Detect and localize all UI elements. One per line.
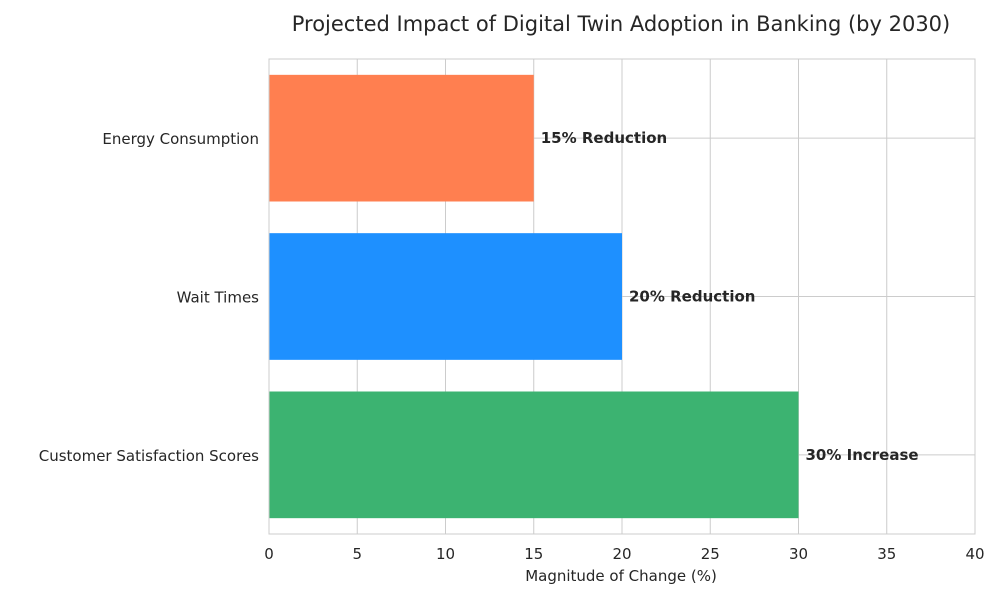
x-tick-label: 5 bbox=[352, 545, 362, 563]
x-tick-label: 10 bbox=[436, 545, 455, 563]
x-tick-label: 0 bbox=[264, 545, 274, 563]
plot-frame bbox=[268, 58, 976, 535]
x-tick-label: 30 bbox=[789, 545, 808, 563]
y-tick-label: Wait Times bbox=[177, 289, 260, 307]
bars bbox=[269, 74, 799, 519]
y-tick-label: Customer Satisfaction Scores bbox=[39, 447, 259, 465]
data-label: 20% Reduction bbox=[629, 288, 755, 306]
chart-title: Projected Impact of Digital Twin Adoptio… bbox=[292, 12, 951, 36]
x-tick-label: 35 bbox=[877, 545, 896, 563]
data-label: 15% Reduction bbox=[541, 129, 667, 147]
x-tick-label: 25 bbox=[701, 545, 720, 563]
data-label: 30% Increase bbox=[806, 446, 919, 464]
x-tick-label: 15 bbox=[524, 545, 543, 563]
bar bbox=[269, 391, 799, 519]
bar bbox=[269, 233, 622, 360]
data-labels: 30% Increase 20% Reduction 15% Reduction bbox=[541, 129, 919, 464]
x-tick-labels: 0 5 10 15 20 25 30 35 40 bbox=[264, 545, 984, 563]
x-tick-label: 40 bbox=[965, 545, 984, 563]
bar bbox=[269, 74, 534, 202]
x-tick-label: 20 bbox=[612, 545, 631, 563]
x-axis-label: Magnitude of Change (%) bbox=[525, 567, 717, 585]
y-tick-labels: Customer Satisfaction Scores Wait Times En… bbox=[39, 130, 259, 465]
y-tick-label: Energy Consumption bbox=[102, 130, 259, 148]
